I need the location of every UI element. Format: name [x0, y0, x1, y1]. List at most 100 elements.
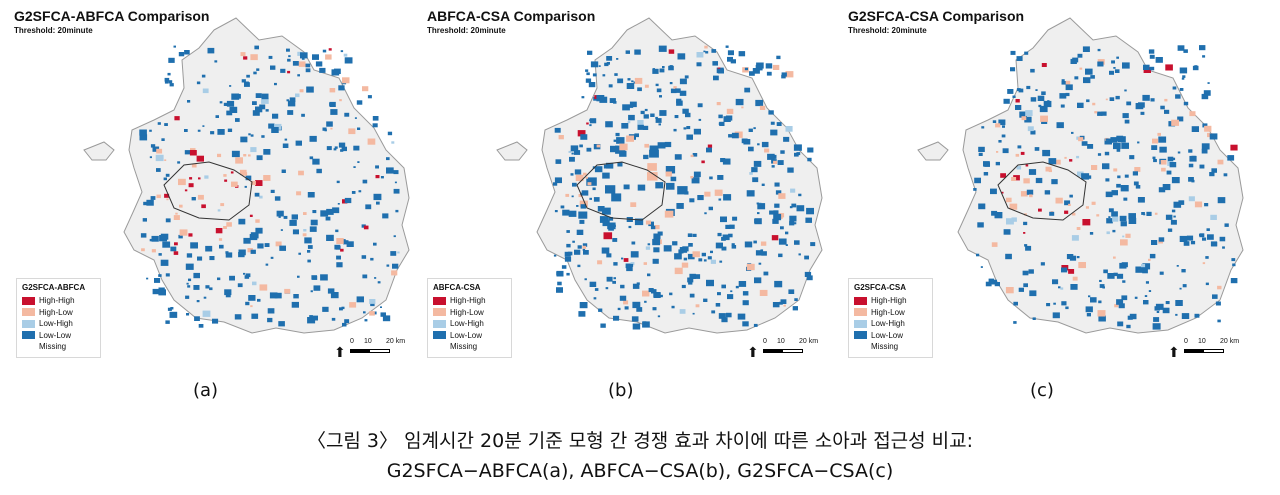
legend-swatch: [433, 342, 446, 351]
cluster-cell: [1068, 269, 1075, 274]
cluster-cell: [344, 57, 353, 64]
cluster-cell: [1106, 231, 1110, 235]
cluster-cell: [643, 154, 649, 160]
cluster-cell: [343, 240, 349, 245]
cluster-cell: [1162, 184, 1171, 191]
cluster-cell: [274, 82, 277, 86]
cluster-cell: [798, 193, 802, 197]
cluster-cell: [336, 238, 344, 244]
north-arrow-icon: ⬆: [1168, 344, 1180, 360]
cluster-cell: [735, 285, 739, 289]
cluster-cell: [169, 83, 174, 87]
north-arrow-icon: ⬆: [747, 344, 759, 360]
cluster-cell: [652, 238, 661, 246]
cluster-cell: [738, 281, 747, 287]
cluster-cell: [662, 66, 665, 69]
cluster-cell: [1122, 113, 1129, 119]
cluster-cell: [1035, 177, 1043, 184]
cluster-cell: [303, 212, 307, 215]
cluster-cell: [174, 116, 180, 121]
legend-item: Low-High: [433, 318, 506, 330]
cluster-cell: [1111, 211, 1118, 217]
cluster-cell: [773, 210, 779, 215]
cluster-cell: [165, 273, 170, 277]
cluster-cell: [978, 152, 983, 156]
cluster-cell: [224, 289, 232, 296]
map-legend: G2SFCA-ABFCA High-High High-Low Low-High…: [16, 278, 101, 358]
cluster-cell: [606, 62, 610, 65]
cluster-cell: [1230, 144, 1238, 151]
cluster-cell: [553, 182, 558, 186]
cluster-cell: [706, 147, 712, 153]
scale-tick: 0: [763, 338, 767, 345]
cluster-cell: [686, 114, 689, 117]
cluster-cell: [602, 220, 610, 227]
cluster-cell: [312, 275, 318, 280]
legend-swatch: [854, 319, 867, 328]
cluster-cell: [1142, 268, 1148, 274]
cluster-cell: [654, 292, 661, 298]
cluster-cell: [722, 234, 730, 241]
cluster-cell: [682, 108, 689, 114]
cluster-cell: [728, 233, 733, 238]
cluster-cell: [287, 100, 296, 107]
cluster-cell: [280, 229, 283, 231]
cluster-cell: [1160, 105, 1165, 110]
cluster-cell: [589, 124, 592, 127]
cluster-cell: [1158, 237, 1165, 242]
cluster-cell: [344, 112, 350, 117]
cluster-cell: [146, 277, 149, 280]
cluster-cell: [1085, 206, 1089, 209]
cluster-cell: [275, 241, 282, 247]
cluster-cell: [738, 51, 746, 57]
cluster-cell: [1097, 310, 1106, 317]
cluster-cell: [557, 281, 562, 286]
cluster-cell: [719, 121, 725, 126]
cluster-cell: [613, 277, 616, 280]
cluster-cell: [234, 314, 242, 320]
map-legend: G2SFCA-CSA High-High High-Low Low-High L…: [848, 278, 933, 358]
cluster-cell: [238, 249, 246, 256]
cluster-cell: [1102, 286, 1105, 289]
cluster-cell: [297, 74, 300, 77]
cluster-cell: [215, 115, 219, 118]
cluster-cell: [691, 177, 700, 184]
cluster-cell: [226, 100, 235, 107]
cluster-cell: [287, 58, 291, 62]
cluster-cell: [356, 296, 364, 303]
cluster-cell: [375, 175, 380, 179]
cluster-cell: [701, 160, 705, 164]
cluster-cell: [654, 225, 660, 230]
cluster-cell: [164, 80, 169, 84]
cluster-cell: [642, 321, 650, 328]
cluster-cell: [1054, 159, 1061, 165]
cluster-cell: [1074, 76, 1079, 80]
cluster-cell: [723, 194, 732, 201]
cluster-cell: [1024, 51, 1029, 55]
cluster-cell: [1182, 284, 1187, 288]
legend-label: Low-High: [871, 319, 905, 329]
cluster-cell: [1025, 245, 1032, 251]
cluster-cell: [588, 82, 596, 88]
cluster-cell: [1108, 216, 1111, 218]
cluster-cell: [583, 250, 589, 255]
cluster-cell: [566, 230, 570, 233]
cluster-cell: [1223, 173, 1228, 177]
cluster-cell: [586, 177, 597, 186]
cluster-cell: [1165, 301, 1170, 305]
cluster-cell: [369, 311, 375, 316]
cluster-cell: [367, 95, 372, 99]
cluster-cell: [337, 203, 340, 205]
cluster-cell: [554, 127, 561, 133]
cluster-cell: [361, 224, 366, 228]
cluster-cell: [687, 233, 693, 237]
cluster-cell: [184, 50, 190, 55]
scale-tick: 10: [777, 338, 785, 345]
cluster-cell: [1101, 111, 1107, 116]
cluster-cell: [995, 123, 1001, 128]
cluster-cell: [188, 233, 193, 237]
cluster-cell: [586, 72, 590, 76]
cluster-cell: [1048, 158, 1057, 165]
cluster-cell: [664, 141, 672, 148]
cluster-cell: [1022, 270, 1029, 276]
